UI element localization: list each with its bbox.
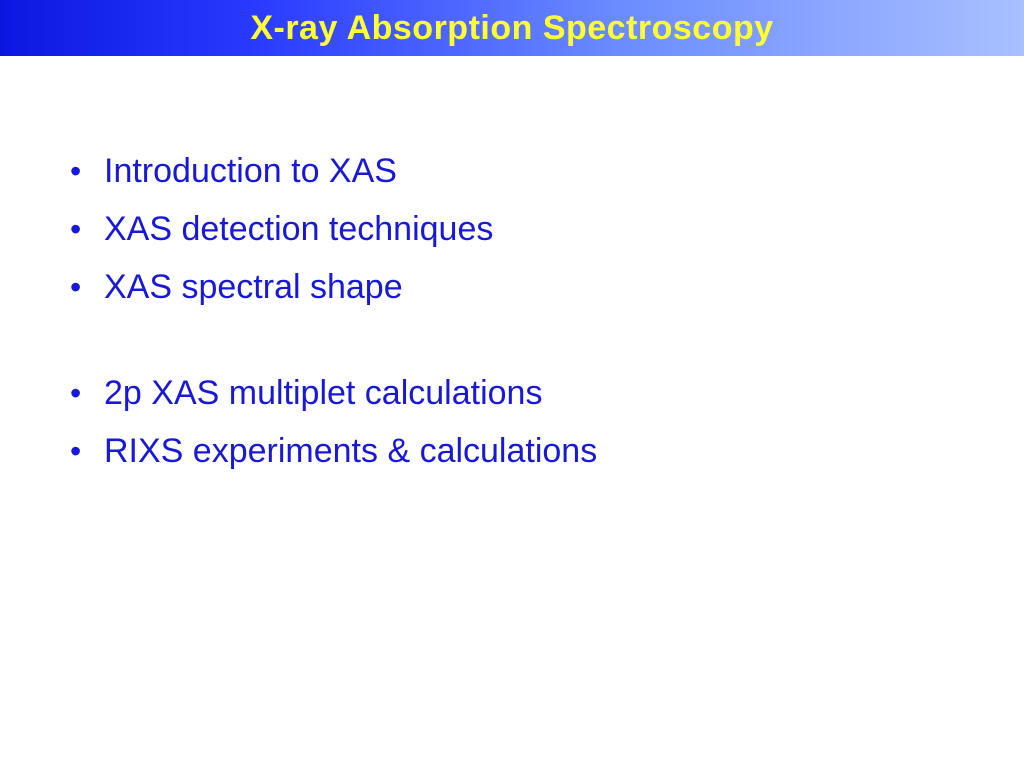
bullet-group-2: • 2p XAS multiplet calculations • RIXS e… — [60, 372, 964, 472]
bullet-icon: • — [60, 372, 104, 414]
bullet-icon: • — [60, 208, 104, 250]
slide: X-ray Absorption Spectroscopy • Introduc… — [0, 0, 1024, 768]
bullet-icon: • — [60, 430, 104, 472]
title-bar: X-ray Absorption Spectroscopy — [0, 0, 1024, 56]
bullet-group-1: • Introduction to XAS • XAS detection te… — [60, 150, 964, 308]
bullet-icon: • — [60, 150, 104, 192]
slide-content: • Introduction to XAS • XAS detection te… — [60, 150, 964, 536]
list-item: • Introduction to XAS — [60, 150, 964, 192]
bullet-text: RIXS experiments & calculations — [104, 430, 597, 472]
list-item: • XAS spectral shape — [60, 266, 964, 308]
bullet-text: Introduction to XAS — [104, 150, 397, 192]
list-item: • RIXS experiments & calculations — [60, 430, 964, 472]
slide-title: X-ray Absorption Spectroscopy — [250, 9, 773, 48]
bullet-icon: • — [60, 266, 104, 308]
list-item: • 2p XAS multiplet calculations — [60, 372, 964, 414]
list-item: • XAS detection techniques — [60, 208, 964, 250]
bullet-text: XAS spectral shape — [104, 266, 403, 308]
bullet-text: 2p XAS multiplet calculations — [104, 372, 542, 414]
bullet-text: XAS detection techniques — [104, 208, 493, 250]
